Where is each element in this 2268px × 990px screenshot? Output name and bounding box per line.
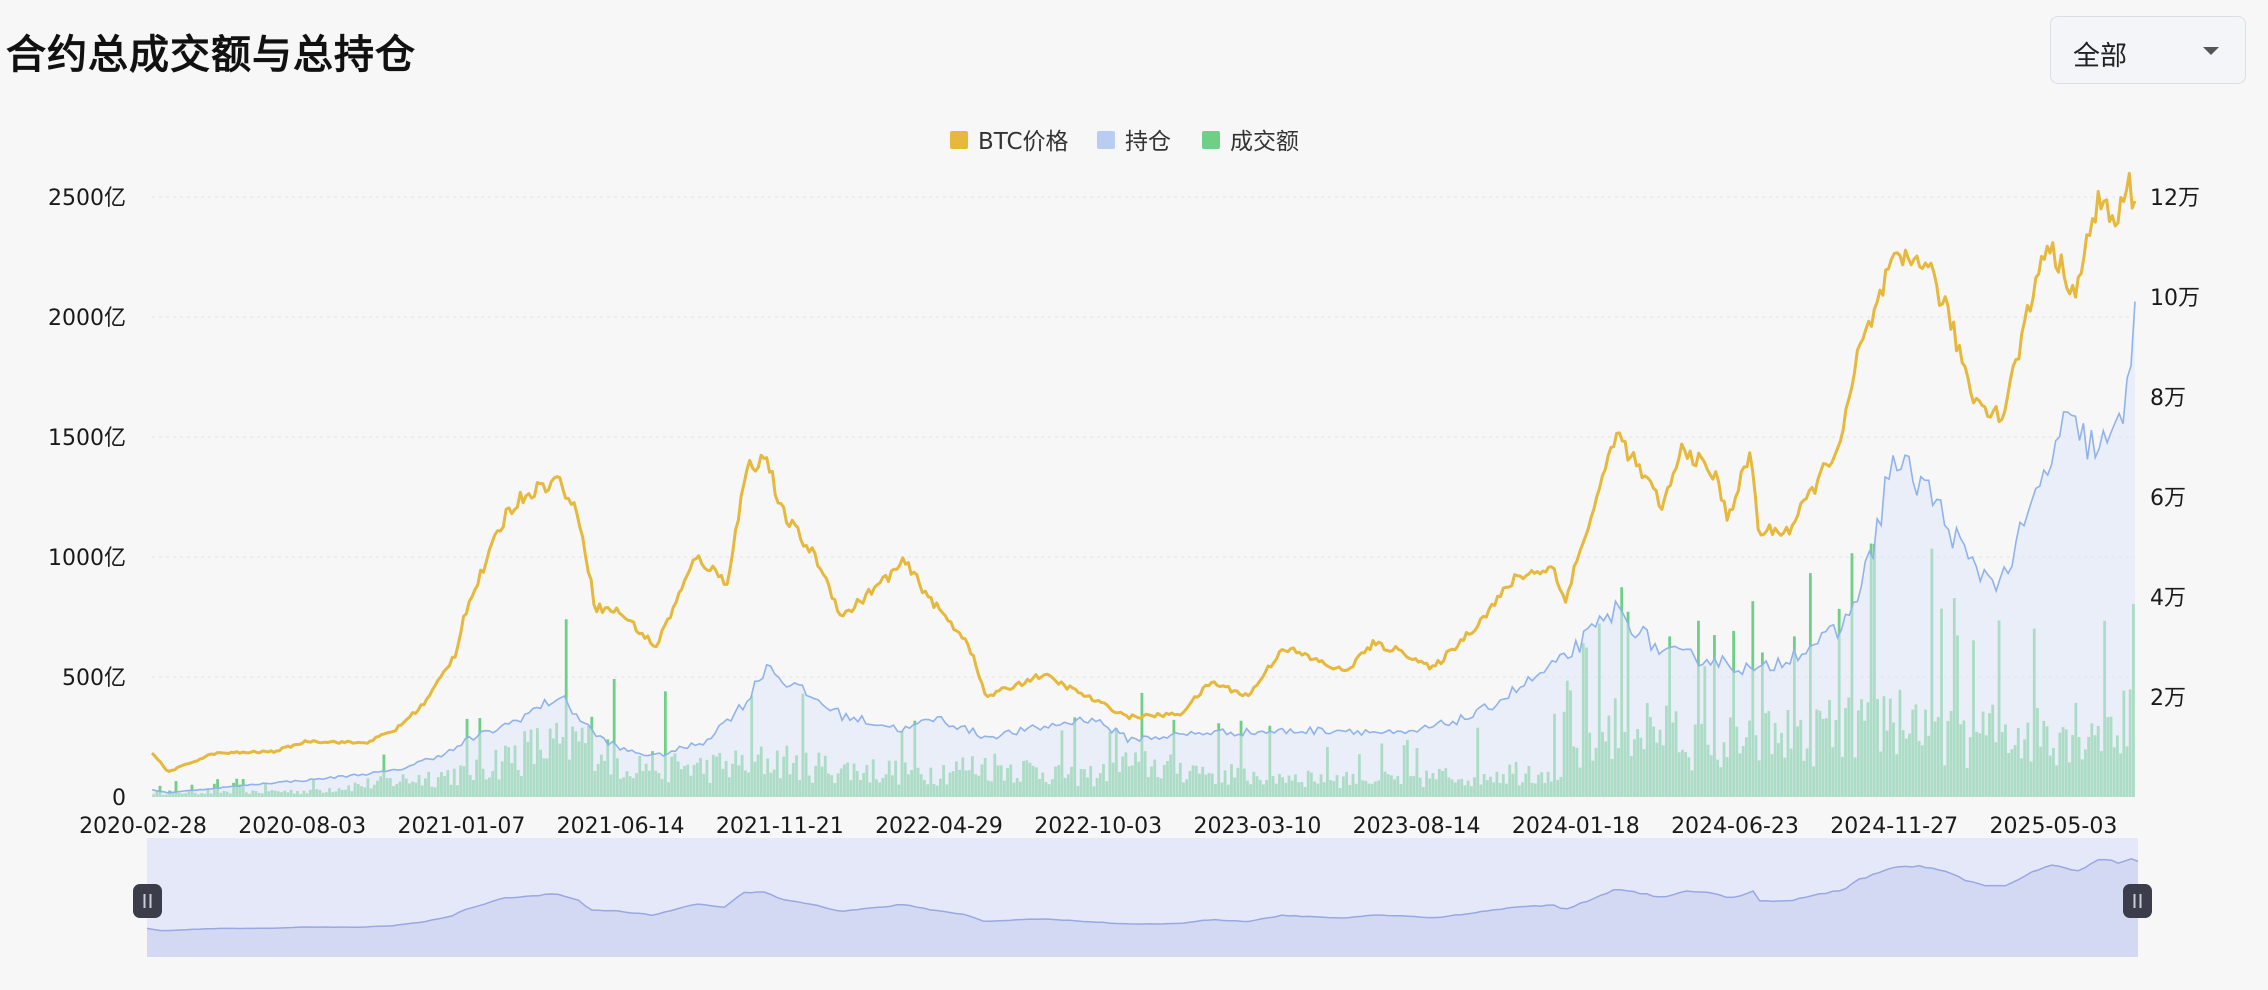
grid-lines: [152, 196, 2135, 678]
slider-preview-area: [147, 858, 2138, 957]
y-left-tick-label: 1500亿: [48, 426, 126, 451]
btc-price-series: [150, 171, 2137, 773]
open-interest-series: [151, 301, 2136, 797]
y-right-tick-label: 4万: [2150, 586, 2186, 611]
y-axis-right: 2万 4万 6万 8万 10万 12万: [2150, 186, 2200, 711]
page-title: 合约总成交额与总持仓: [6, 32, 416, 78]
x-tick-label: 2024-01-18: [1512, 814, 1640, 839]
x-tick-label: 2023-03-10: [1193, 814, 1321, 839]
y-axis-left: 0 500亿 1000亿 1500亿 2000亿 2500亿: [48, 186, 126, 811]
x-tick-label: 2024-11-27: [1830, 814, 1958, 839]
chevron-down-icon: [2203, 47, 2219, 55]
y-left-tick-label: 500亿: [62, 666, 126, 691]
open-interest-area: [152, 301, 2135, 797]
zoom-slider[interactable]: [133, 838, 2152, 957]
y-right-tick-label: 2万: [2150, 686, 2186, 711]
range-select-value: 全部: [2073, 41, 2127, 72]
volume-bar: [612, 678, 616, 797]
y-left-tick-label: 2500亿: [48, 186, 126, 211]
legend-label: 成交额: [1230, 129, 1299, 155]
x-tick-label: 2024-06-23: [1671, 814, 1799, 839]
open-interest-line: [151, 301, 2136, 794]
x-tick-label: 2020-08-03: [238, 814, 366, 839]
slider-handle-left[interactable]: [133, 884, 162, 918]
y-right-tick-label: 10万: [2150, 286, 2200, 311]
legend-swatch: [1097, 131, 1115, 149]
y-right-tick-label: 12万: [2150, 186, 2200, 211]
y-left-tick-label: 0: [112, 786, 126, 811]
volume-bar: [663, 691, 667, 797]
x-tick-label: 2025-05-03: [1989, 814, 2117, 839]
x-axis: 2020-02-28 2020-08-03 2021-01-07 2021-06-14…: [79, 814, 2117, 839]
legend-label: 持仓: [1125, 129, 1171, 155]
x-tick-label: 2020-02-28: [79, 814, 207, 839]
x-tick-label: 2022-04-29: [875, 814, 1003, 839]
y-right-tick-label: 6万: [2150, 486, 2186, 511]
x-tick-label: 2023-08-14: [1353, 814, 1481, 839]
y-left-tick-label: 2000亿: [48, 306, 126, 331]
slider-preview-line: [146, 858, 2139, 932]
y-right-tick-label: 8万: [2150, 386, 2186, 411]
x-tick-label: 2022-10-03: [1034, 814, 1162, 839]
x-tick-label: 2021-11-21: [716, 814, 844, 839]
legend[interactable]: BTC价格 持仓 成交额: [950, 129, 1299, 155]
legend-swatch: [1202, 131, 1220, 149]
legend-swatch: [950, 131, 968, 149]
x-tick-label: 2021-01-07: [397, 814, 525, 839]
x-tick-label: 2021-06-14: [557, 814, 685, 839]
y-left-tick-label: 1000亿: [48, 546, 126, 571]
volume-bar: [174, 781, 178, 797]
range-select[interactable]: 全部: [2050, 16, 2246, 84]
legend-label: BTC价格: [978, 129, 1069, 155]
slider-handle-right[interactable]: [2123, 884, 2152, 918]
btc-price-line: [150, 171, 2137, 773]
